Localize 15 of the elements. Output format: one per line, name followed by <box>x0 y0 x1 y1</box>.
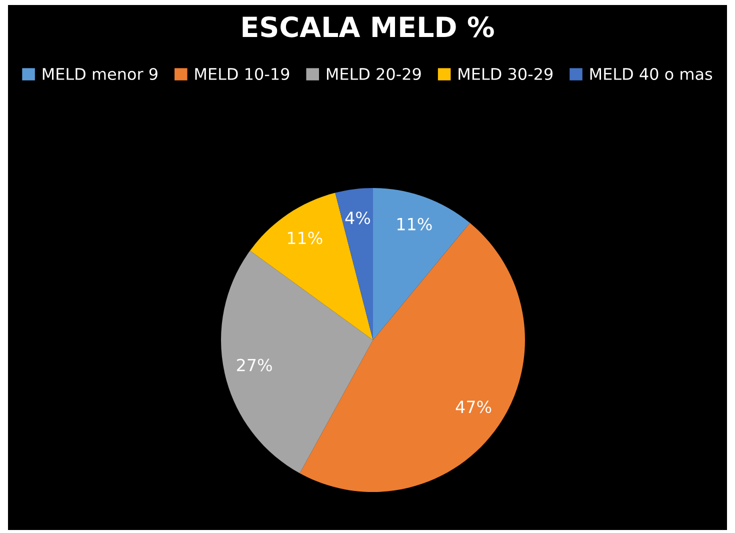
pie-slice <box>373 188 470 340</box>
data-label: 11% <box>398 218 432 230</box>
legend-label: MELD 30-29 <box>458 68 553 80</box>
data-label: 27% <box>237 358 272 372</box>
chart-title: ESCALA MELD % <box>242 16 494 38</box>
pie-slice <box>335 188 373 340</box>
data-label: 11% <box>288 232 322 244</box>
legend-label: MELD 10-19 <box>195 68 290 80</box>
data-label: 47% <box>456 400 492 414</box>
pie-slice <box>221 250 373 474</box>
legend-label: MELD 20-29 <box>326 68 421 80</box>
legend-label: MELD menor 9 <box>42 68 158 80</box>
data-label: 4% <box>345 212 370 224</box>
legend-label: MELD 40 o mas <box>590 68 712 80</box>
pie-slice <box>250 192 373 340</box>
